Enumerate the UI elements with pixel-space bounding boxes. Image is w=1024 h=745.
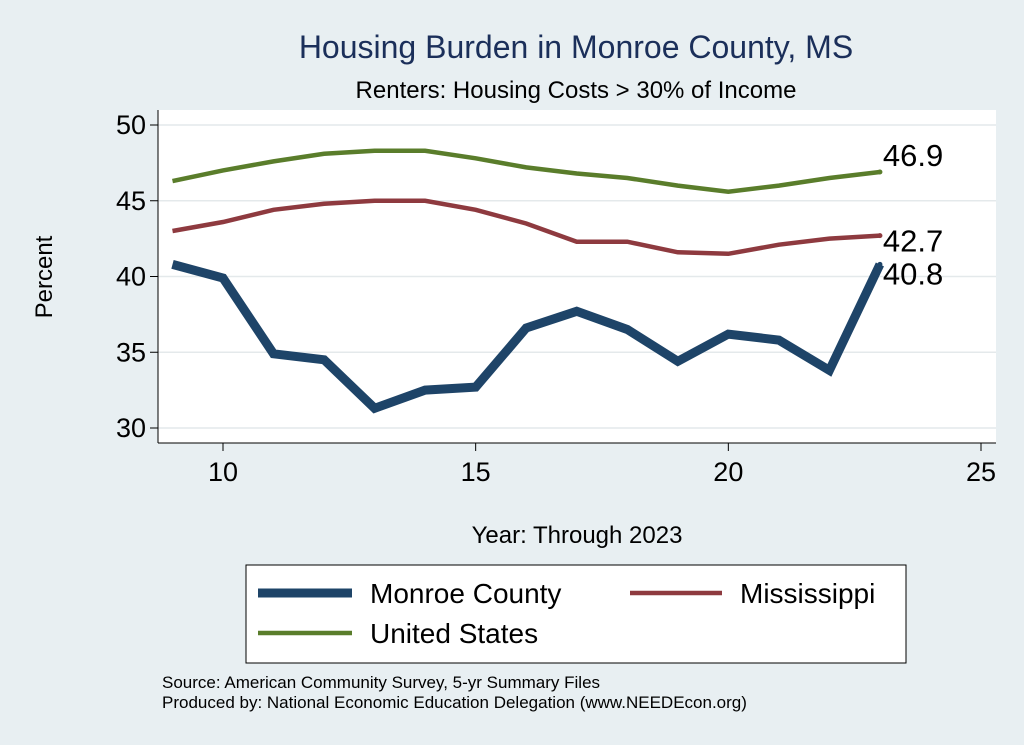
series-line-united-states (172, 148, 881, 194)
end-point-united-states (877, 169, 883, 175)
x-axis-label: Year: Through 2023 (472, 522, 683, 549)
end-labels: 40.842.7 46.9 (883, 138, 943, 291)
end-label-united-states: 46.9 (883, 138, 943, 173)
y-axis-label: Percent (31, 235, 58, 318)
end-label-mississippi: 42.7 (883, 224, 943, 259)
y-tick-label-40: 40 (116, 262, 146, 292)
y-tick-label-30: 30 (116, 413, 146, 443)
legend: Monroe County Mississippi United States (258, 578, 875, 649)
x-tick-label-25: 25 (966, 457, 996, 487)
chart-subtitle: Renters: Housing Costs > 30% of Income (356, 77, 797, 104)
series-line-monroe-county (171, 260, 884, 414)
series-line-mississippi (172, 198, 881, 257)
x-tick-label-15: 15 (461, 457, 491, 487)
legend-label-mississippi: Mississippi (740, 578, 875, 609)
y-tick-label-50: 50 (116, 110, 146, 140)
chart-title: Housing Burden in Monroe County, MS (299, 29, 853, 65)
end-point-monroe-county (877, 261, 883, 267)
source-line-1: Source: American Community Survey, 5-yr … (162, 673, 600, 692)
end-label-monroe-county: 40.8 (883, 256, 943, 291)
y-tick-label-45: 45 (116, 186, 146, 216)
axes: 30 35 40 45 50 10 15 20 25 (116, 110, 996, 487)
end-point-mississippi (877, 233, 883, 239)
series-lines (171, 148, 884, 414)
legend-label-united-states: United States (370, 618, 538, 649)
source-line-2: Produced by: National Economic Education… (162, 693, 747, 712)
x-tick-label-10: 10 (208, 457, 238, 487)
x-tick-label-20: 20 (713, 457, 743, 487)
legend-label-monroe-county: Monroe County (370, 578, 561, 609)
legend-box (245, 564, 907, 664)
y-tick-label-35: 35 (116, 337, 146, 367)
